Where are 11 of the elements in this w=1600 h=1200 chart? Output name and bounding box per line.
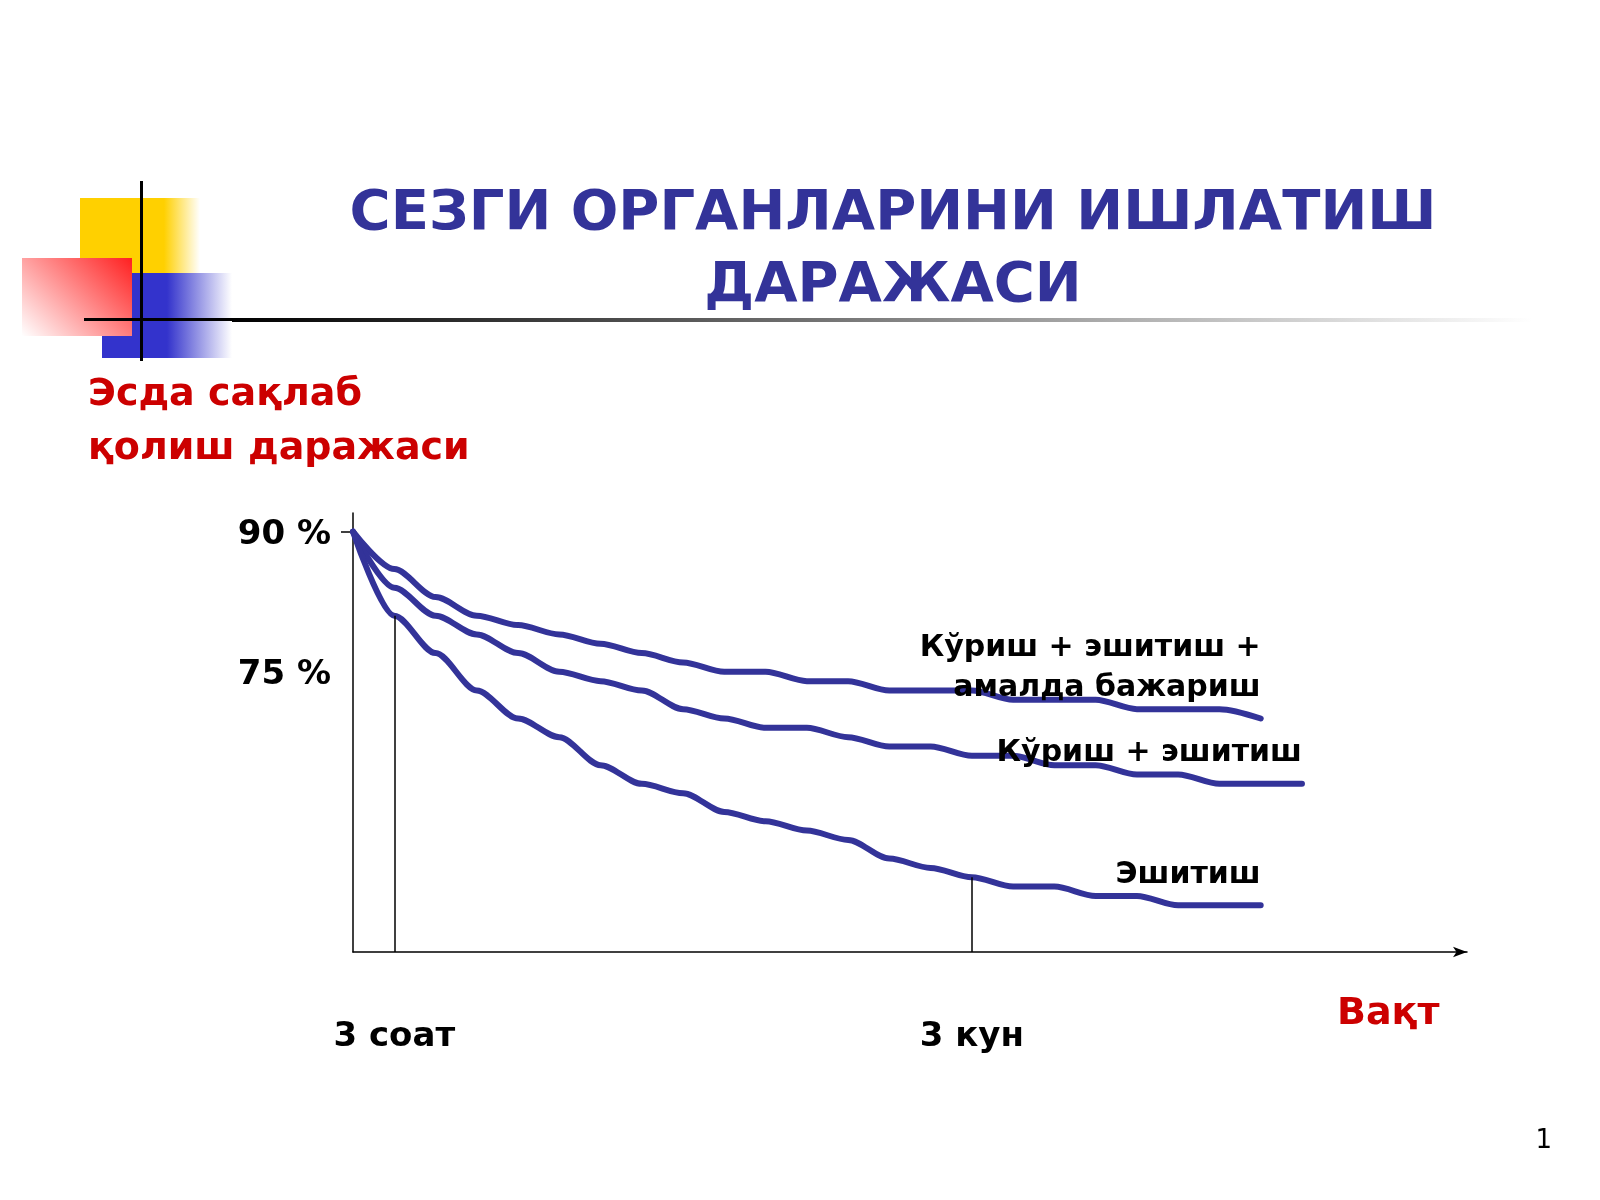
x-axis-title: Вақт	[1337, 989, 1440, 1033]
y-axis-title: Эсда сақлаб қолиш даражаси	[88, 370, 470, 468]
y-tick-label: 75 %	[237, 651, 331, 692]
chart-title: СЕЗГИ ОРГАНЛАРИНИ ИШЛАТИШ ДАРАЖАСИ	[349, 176, 1437, 314]
x-tick-label: 3 соат	[333, 1014, 456, 1054]
y-tick-label: 90 %	[237, 511, 331, 552]
series-label: Кўриш + эшитиш + амалда бажариш	[919, 627, 1261, 703]
series-label: Кўриш + эшитиш	[996, 733, 1302, 769]
text: 1	[1535, 1124, 1552, 1154]
x-tick-label: 3 кун	[919, 1014, 1025, 1054]
series-label: Эшитиш	[1115, 854, 1261, 890]
